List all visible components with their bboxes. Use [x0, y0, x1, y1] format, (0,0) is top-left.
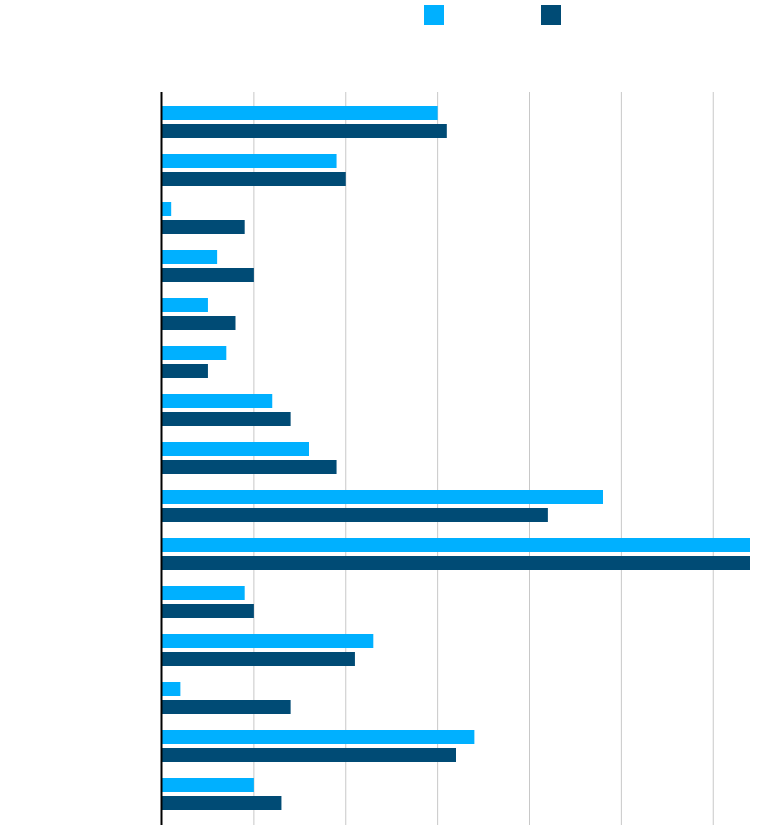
bar-series-2-row-11 — [162, 604, 254, 618]
bar-series-1-row-14 — [162, 730, 475, 744]
bar-series-1-row-5 — [162, 298, 208, 312]
bar-series-1-row-12 — [162, 634, 374, 648]
bar-series-1-row-2 — [162, 154, 337, 168]
bar-series-1-row-10 — [162, 538, 750, 552]
bar-series-1-row-8 — [162, 442, 309, 456]
bars — [162, 106, 750, 810]
bar-series-2-row-9 — [162, 508, 548, 522]
bar-series-1-row-4 — [162, 250, 218, 264]
bar-series-1-row-11 — [162, 586, 245, 600]
bar-series-2-row-7 — [162, 412, 291, 426]
bar-series-2-row-15 — [162, 796, 282, 810]
bar-series-2-row-6 — [162, 364, 208, 378]
bar-series-2-row-3 — [162, 220, 245, 234]
legend-swatch-series-1 — [424, 5, 444, 25]
bar-series-2-row-4 — [162, 268, 254, 282]
bar-series-1-row-3 — [162, 202, 172, 216]
bar-series-2-row-13 — [162, 700, 291, 714]
bar-series-2-row-10 — [162, 556, 750, 570]
bar-series-2-row-12 — [162, 652, 355, 666]
bar-series-2-row-2 — [162, 172, 346, 186]
bar-series-1-row-6 — [162, 346, 227, 360]
bar-series-1-row-15 — [162, 778, 254, 792]
legend — [424, 5, 561, 25]
bar-series-1-row-7 — [162, 394, 273, 408]
bar-series-2-row-5 — [162, 316, 236, 330]
bar-series-2-row-14 — [162, 748, 456, 762]
bar-series-2-row-1 — [162, 124, 447, 138]
bar-series-2-row-8 — [162, 460, 337, 474]
bar-series-1-row-9 — [162, 490, 603, 504]
bar-series-1-row-1 — [162, 106, 438, 120]
legend-swatch-series-2 — [541, 5, 561, 25]
gridlines — [253, 92, 714, 825]
bar-series-1-row-13 — [162, 682, 181, 696]
